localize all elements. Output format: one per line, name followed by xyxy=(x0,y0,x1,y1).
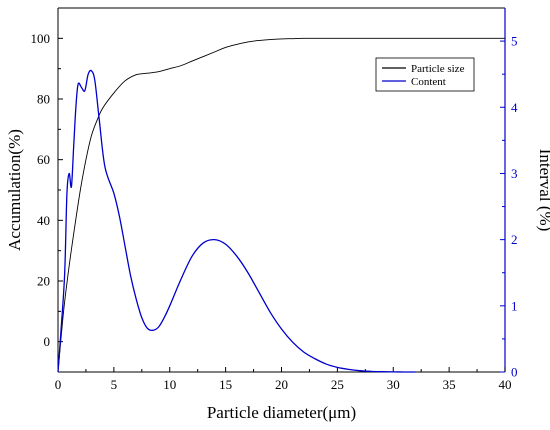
x-tick-label: 10 xyxy=(163,377,176,392)
legend-label: Particle size xyxy=(411,63,465,75)
y-left-tick-label: 100 xyxy=(31,31,51,46)
y-left-tick-label: 80 xyxy=(37,92,50,107)
series-line-particle-size xyxy=(57,37,505,373)
legend-label: Content xyxy=(411,76,446,88)
x-tick-label: 5 xyxy=(111,377,118,392)
y-left-tick-label: 0 xyxy=(44,334,51,349)
y-right-tick-label: 4 xyxy=(511,100,518,115)
x-tick-label: 25 xyxy=(331,377,344,392)
series-line-content xyxy=(57,69,416,373)
y-axis-left-title: Accumulation(%) xyxy=(5,129,24,251)
x-tick-label: 0 xyxy=(55,377,62,392)
x-tick-label: 40 xyxy=(499,377,512,392)
x-axis-title: Particle diameter(μm) xyxy=(207,403,356,422)
x-tick-label: 35 xyxy=(443,377,456,392)
y-left-tick-label: 20 xyxy=(37,274,50,289)
x-tick-label: 15 xyxy=(219,377,232,392)
legend-box xyxy=(375,57,475,92)
y-axis-right-title: Interval (%) xyxy=(536,149,550,232)
y-left-tick-label: 40 xyxy=(37,213,50,228)
y-left-tick-label: 60 xyxy=(37,152,50,167)
y-right-tick-label: 0 xyxy=(511,365,518,380)
y-right-tick-label: 3 xyxy=(511,166,518,181)
y-right-tick-label: 5 xyxy=(511,34,518,49)
x-tick-label: 20 xyxy=(275,377,288,392)
y-right-tick-label: 1 xyxy=(511,298,518,313)
x-tick-label: 30 xyxy=(387,377,400,392)
series-layer xyxy=(57,37,505,373)
y-right-tick-label: 2 xyxy=(511,232,518,247)
